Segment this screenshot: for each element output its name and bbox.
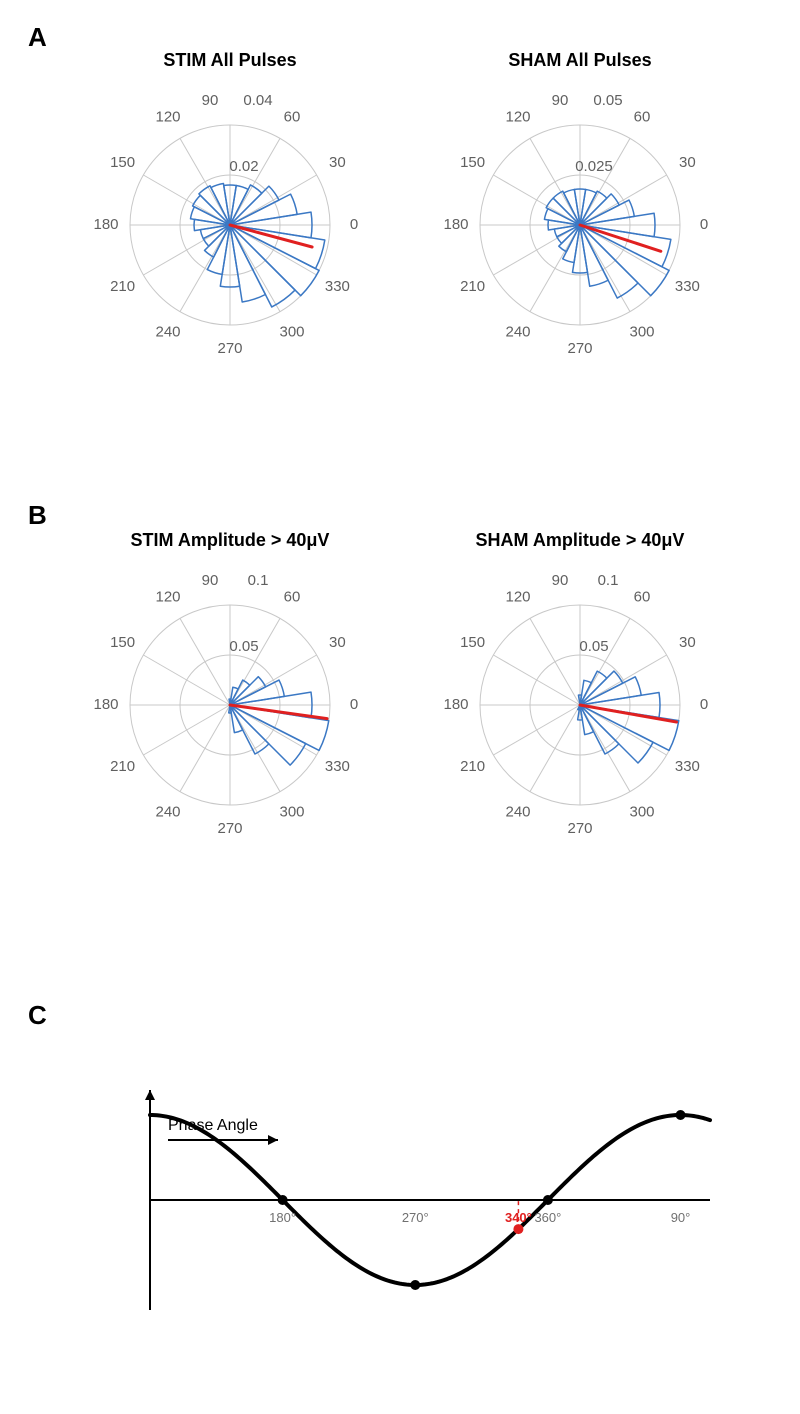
svg-text:0: 0 <box>350 696 358 713</box>
svg-text:150: 150 <box>110 634 135 651</box>
svg-text:210: 210 <box>460 278 485 295</box>
svg-text:240: 240 <box>155 323 180 340</box>
svg-text:90: 90 <box>202 572 219 589</box>
svg-text:0: 0 <box>350 216 358 233</box>
svg-text:0.05: 0.05 <box>579 638 608 655</box>
svg-text:300: 300 <box>629 803 654 820</box>
svg-text:120: 120 <box>505 589 530 606</box>
figure-page: A STIM All Pulses 0306012015018021024027… <box>0 0 800 1414</box>
svg-text:120: 120 <box>155 589 180 606</box>
polar-B-sham: SHAM Amplitude > 40μV 030601201501802102… <box>430 540 730 840</box>
svg-text:270: 270 <box>567 820 592 837</box>
svg-text:330: 330 <box>675 278 700 295</box>
svg-text:330: 330 <box>325 758 350 775</box>
svg-text:60: 60 <box>634 589 651 606</box>
svg-text:180: 180 <box>443 216 468 233</box>
svg-text:60: 60 <box>284 589 301 606</box>
svg-text:210: 210 <box>460 758 485 775</box>
svg-text:30: 30 <box>679 634 696 651</box>
panel-label-C: C <box>28 1000 47 1031</box>
panel-label-A: A <box>28 22 47 53</box>
svg-text:120: 120 <box>505 109 530 126</box>
svg-text:240: 240 <box>505 323 530 340</box>
svg-text:150: 150 <box>460 154 485 171</box>
svg-text:0.1: 0.1 <box>598 572 619 589</box>
polar-B-stim: STIM Amplitude > 40μV 030601201501802102… <box>80 540 380 840</box>
svg-text:150: 150 <box>460 634 485 651</box>
svg-text:240: 240 <box>505 803 530 820</box>
svg-text:0.05: 0.05 <box>593 92 622 109</box>
polar-svg-A-sham: 0 30 60 120 150 180 210 240 270 300 330 90 0.05 0.025 <box>430 60 730 360</box>
svg-text:30: 30 <box>679 154 696 171</box>
svg-text:Phase Angle: Phase Angle <box>168 1117 258 1134</box>
svg-text:60: 60 <box>284 109 301 126</box>
svg-text:270: 270 <box>217 820 242 837</box>
svg-text:90°: 90° <box>671 1210 691 1225</box>
svg-text:340°: 340° <box>505 1210 532 1225</box>
svg-text:30: 30 <box>329 154 346 171</box>
svg-text:90: 90 <box>552 572 569 589</box>
svg-text:180°: 180° <box>269 1210 296 1225</box>
sine-panel: 180° 270° 340°360° 90° Phase Angle <box>90 1080 730 1380</box>
polar-svg-B-sham: 0 30 60 120 150 180 210 240 270 300 330 90 0.1 0.05 <box>430 540 730 840</box>
sine-svg: 180° 270° 340°360° 90° Phase Angle <box>90 1080 730 1380</box>
svg-text:180: 180 <box>93 216 118 233</box>
svg-text:0.04: 0.04 <box>243 92 272 109</box>
polar-A-stim: STIM All Pulses 030601201501802102402703… <box>80 60 380 360</box>
polar-svg-B-stim: 0 30 60 120 150 180 210 240 270 300 330 90 0.1 0.05 <box>80 540 380 840</box>
svg-text:150: 150 <box>110 154 135 171</box>
svg-text:90: 90 <box>552 92 569 109</box>
panel-label-B: B <box>28 500 47 531</box>
svg-text:90: 90 <box>202 92 219 109</box>
svg-text:300: 300 <box>279 323 304 340</box>
svg-text:180: 180 <box>443 696 468 713</box>
svg-text:210: 210 <box>110 758 135 775</box>
svg-text:210: 210 <box>110 278 135 295</box>
svg-text:120: 120 <box>155 109 180 126</box>
svg-text:60: 60 <box>634 109 651 126</box>
svg-text:330: 330 <box>325 278 350 295</box>
svg-text:0.02: 0.02 <box>229 158 258 175</box>
svg-text:0.1: 0.1 <box>248 572 269 589</box>
svg-text:270°: 270° <box>402 1210 429 1225</box>
svg-text:0: 0 <box>700 216 708 233</box>
svg-text:300: 300 <box>629 323 654 340</box>
polar-A-sham: SHAM All Pulses 030601201501802102402703… <box>430 60 730 360</box>
svg-text:360°: 360° <box>534 1210 561 1225</box>
svg-text:270: 270 <box>567 340 592 357</box>
svg-text:180: 180 <box>93 696 118 713</box>
svg-text:0.025: 0.025 <box>575 158 613 175</box>
svg-text:0.05: 0.05 <box>229 638 258 655</box>
svg-text:300: 300 <box>279 803 304 820</box>
polar-svg-A-stim: 0 30 60 120 150 180 210 240 270 300 330 90 0.04 0.02 <box>80 60 380 360</box>
svg-text:0: 0 <box>700 696 708 713</box>
svg-text:240: 240 <box>155 803 180 820</box>
svg-text:330: 330 <box>675 758 700 775</box>
svg-text:30: 30 <box>329 634 346 651</box>
svg-text:270: 270 <box>217 340 242 357</box>
